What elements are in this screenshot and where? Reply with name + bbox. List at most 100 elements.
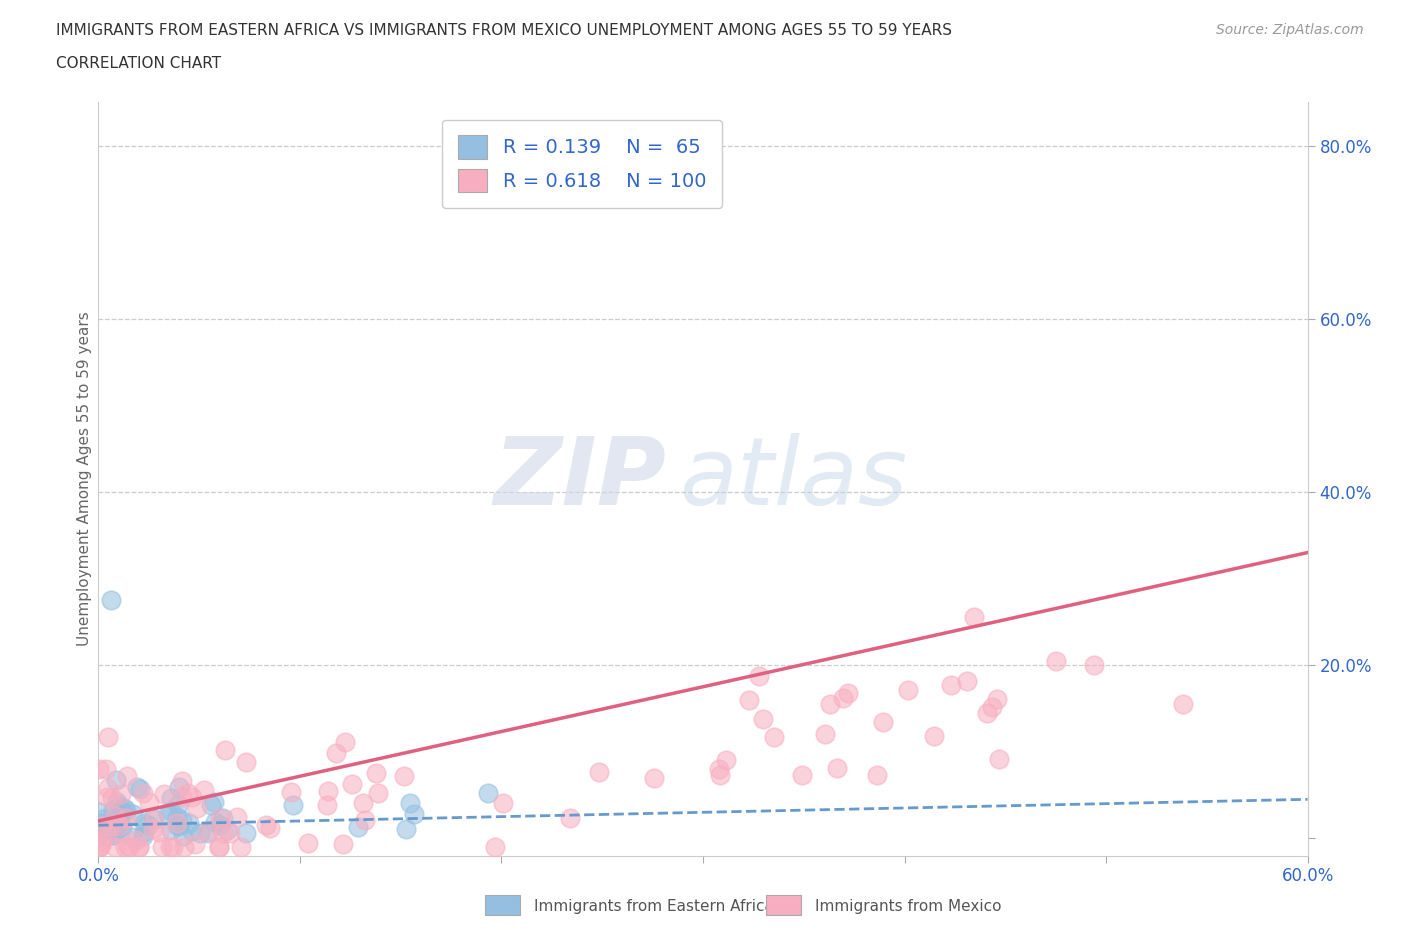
Point [87,840,110,855]
Point [108,819,131,834]
Point [281,797,304,812]
Point [173,840,195,855]
Point [87,762,110,777]
Point [97,729,120,744]
Point [738,693,761,708]
Point [104,840,127,855]
Point [956,673,979,688]
Point [1083,658,1105,672]
Point [89,805,111,820]
Point [107,808,129,823]
Point [100,592,122,607]
Point [714,752,737,767]
Point [922,728,945,743]
Point [1045,654,1067,669]
Point [91,811,114,826]
Point [188,825,211,840]
Point [138,794,160,809]
Point [136,817,159,832]
Point [101,790,124,805]
Point [167,779,190,794]
Point [177,816,200,830]
Point [108,819,131,834]
Point [177,786,200,801]
Point [986,691,1008,706]
Point [280,784,302,799]
Point [981,699,1004,714]
Point [128,840,150,855]
Point [142,813,165,828]
Point [229,840,252,855]
Point [90,835,112,850]
Point [477,786,499,801]
Point [104,772,127,787]
Point [170,790,193,804]
Point [200,798,222,813]
Point [142,821,165,836]
Point [103,808,125,823]
Point [112,801,135,816]
Point [101,803,124,817]
Point [101,828,124,843]
Point [152,787,174,802]
Point [186,801,208,816]
Point [208,840,231,855]
Point [225,810,247,825]
Point [101,828,124,843]
Point [342,777,364,791]
Point [134,825,156,840]
Point [394,821,416,836]
Point [963,609,986,624]
Text: Source: ZipAtlas.com: Source: ZipAtlas.com [1216,23,1364,37]
Point [1171,697,1194,711]
Point [763,730,786,745]
Point [207,840,229,855]
Point [211,825,233,840]
Point [110,803,132,817]
Point [197,825,219,840]
Point [204,814,226,829]
Text: Immigrants from Eastern Africa: Immigrants from Eastern Africa [534,899,775,914]
Point [160,790,183,805]
Point [897,683,920,698]
Point [159,840,181,855]
Point [332,836,354,851]
Text: ZIP: ZIP [494,433,666,525]
Point [110,786,132,801]
Point [157,806,180,821]
Point [166,810,188,825]
Point [108,798,131,813]
Point [747,669,769,684]
Point [107,818,129,833]
Point [315,798,337,813]
Point [167,798,190,813]
Point [169,818,191,833]
Point [872,714,894,729]
Point [152,840,174,855]
Point [90,829,112,844]
Point [148,825,170,840]
Point [988,751,1011,766]
Point [219,826,242,841]
Point [792,768,814,783]
Point [89,840,111,855]
Point [170,773,193,788]
Point [353,813,375,828]
Point [96,826,118,841]
Point [193,782,215,797]
Point [297,835,319,850]
Point [105,821,128,836]
Point [184,837,207,852]
Point [214,742,236,757]
Point [98,823,121,838]
Point [831,691,853,706]
Point [128,840,150,855]
Point [127,779,149,794]
Point [159,804,181,818]
Text: atlas: atlas [679,433,907,525]
Point [643,771,665,786]
Point [111,819,134,834]
Point [115,803,138,817]
Point [132,816,155,830]
Point [107,794,129,809]
